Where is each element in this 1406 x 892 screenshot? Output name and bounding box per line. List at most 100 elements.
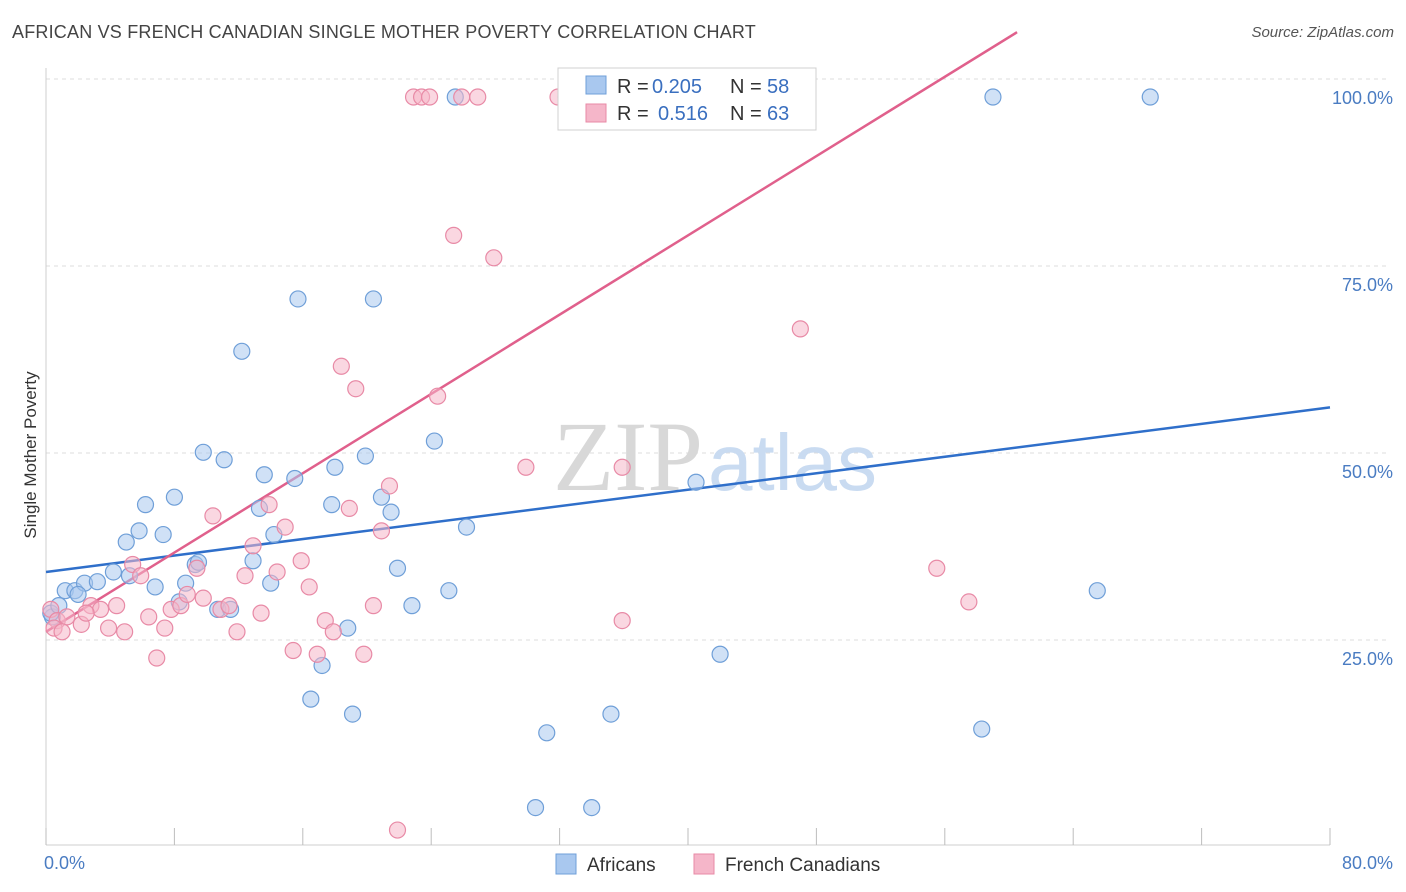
grid-lines [46,78,1390,641]
african-point-54 [1141,88,1159,106]
african-point-48 [602,705,620,723]
african-point-41 [425,432,444,450]
african-point-34 [343,705,362,723]
french-canadian-point-28 [276,518,294,536]
legend-n-value-1: 58 [767,76,789,98]
african-point-24 [255,466,273,484]
african-point-45 [526,798,545,817]
legend-n-label-1: N = [730,76,762,98]
french-canadian-point-21 [220,597,238,615]
legend-r-label-1: R = [617,76,649,98]
african-point-17 [194,443,212,461]
african-point-9 [136,496,155,514]
french-canadian-point-42 [388,821,407,839]
legend-r-value-2: 0.516 [658,103,708,125]
french-canadian-point-40 [372,522,391,540]
watermark-atlas: atlas [708,418,877,507]
african-point-29 [302,690,320,708]
french-canadian-point-6 [99,619,118,637]
french-canadian-point-8 [116,623,134,641]
african-point-52 [984,88,1002,106]
french-canadian-point-46 [429,387,447,405]
african-point-8 [130,522,148,540]
french-canadian-point-17 [188,559,206,577]
french-canadian-point-39 [364,597,383,615]
french-canadian-point-29 [284,641,302,660]
african-point-5 [104,563,123,581]
african-point-53 [1088,582,1106,600]
french-canadian-point-23 [236,567,254,585]
legend-r-value-1: 0.205 [652,76,702,98]
french-canadian-point-34 [324,623,342,641]
french-canadian-point-13 [156,619,174,637]
french-canadian-point-30 [292,552,310,570]
trend-line-french-canadians [45,31,1018,633]
bottom-legend-swatch-africans [555,853,577,875]
african-point-7 [117,533,135,551]
african-point-36 [364,290,383,308]
african-point-28 [289,290,307,308]
african-point-39 [388,559,407,577]
french-canadian-point-61 [53,623,71,641]
french-canadian-point-19 [204,507,222,525]
french-canadian-point-38 [355,645,373,663]
french-canadian-point-51 [517,458,535,476]
french-canadian-point-12 [148,649,166,667]
bottom-legend-swatch-french-canadians [693,853,715,875]
axes [45,68,1331,846]
african-point-47 [583,798,601,817]
french-canadian-point-18 [194,589,212,607]
african-point-12 [165,488,183,506]
french-canadian-point-31 [300,578,318,596]
french-canadian-point-49 [469,88,487,106]
legend-r-label-2: R = [617,103,649,125]
african-point-31 [323,496,341,514]
african-point-42 [440,582,458,600]
african-point-33 [339,619,357,637]
x-tick-label-min: 0.0% [44,853,85,873]
french-canadian-point-25 [252,604,270,622]
african-point-44 [457,518,476,536]
french-canadian-point-50 [485,249,503,267]
african-point-32 [326,458,344,476]
african-point-57 [69,585,87,604]
x-tick-label-max: 80.0% [1342,853,1393,873]
y-tick-label-1: 50.0% [1342,462,1393,482]
chart-title: AFRICAN VS FRENCH CANADIAN SINGLE MOTHER… [12,22,756,42]
french-canadian-point-24 [244,537,262,555]
legend-n-label-2: N = [730,103,762,125]
y-tick-label-2: 75.0% [1342,275,1393,295]
french-canadian-point-16 [178,585,196,604]
african-point-10 [146,578,164,596]
data-points [42,88,1159,839]
african-point-19 [215,451,233,469]
french-canadian-point-45 [420,88,439,106]
african-point-50 [711,645,729,663]
african-point-22 [244,552,262,570]
tick-labels: 25.0% 50.0% 75.0% 100.0% 0.0% 80.0% [44,88,1393,873]
french-canadian-point-22 [228,623,246,641]
african-point-11 [154,525,172,544]
french-canadian-point-54 [613,458,631,476]
y-tick-label-0: 25.0% [1342,649,1393,669]
african-point-35 [356,447,374,465]
african-point-51 [973,720,991,738]
french-canadian-point-35 [332,357,350,375]
french-canadian-point-57 [791,320,809,338]
french-canadian-point-27 [268,563,286,581]
french-canadian-point-10 [132,567,150,585]
african-point-21 [233,342,251,360]
french-canadian-point-32 [308,645,326,663]
bottom-legend-africans: Africans [587,855,656,876]
african-point-4 [88,573,106,591]
y-axis-label: Single Mother Poverty [21,371,40,539]
french-canadian-point-37 [347,380,365,398]
french-canadian-point-62 [77,604,95,622]
african-point-27 [286,469,304,488]
french-canadian-point-59 [960,593,978,611]
french-canadian-point-26 [260,496,278,514]
y-tick-label-3: 100.0% [1332,88,1393,108]
french-canadian-point-11 [140,608,158,626]
french-canadian-point-48 [453,88,471,106]
french-canadian-point-41 [380,477,399,495]
